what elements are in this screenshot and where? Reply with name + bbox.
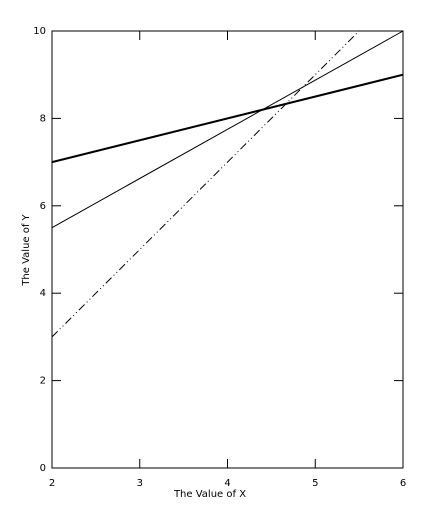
y-tick-label: 4 — [40, 288, 46, 299]
x-tick-label: 3 — [137, 478, 143, 489]
line — [51, 30, 404, 229]
y-tick-label: 8 — [40, 113, 46, 124]
y-axis-label: The Value of Y — [21, 213, 32, 286]
x-tick-label: 4 — [224, 478, 230, 489]
x-tick-label: 2 — [49, 478, 55, 489]
plot-frame — [51, 30, 404, 469]
line — [51, 73, 404, 164]
x-tick-label: 5 — [312, 478, 318, 489]
y-tick-label: 2 — [40, 376, 46, 387]
x-tick-label: 6 — [400, 478, 406, 489]
y-tick-label: 6 — [40, 201, 46, 212]
y-tick-label: 0 — [40, 463, 46, 474]
x-axis-label: The Value of X — [173, 489, 246, 500]
line — [51, 30, 360, 338]
y-tick-label: 10 — [33, 26, 46, 37]
